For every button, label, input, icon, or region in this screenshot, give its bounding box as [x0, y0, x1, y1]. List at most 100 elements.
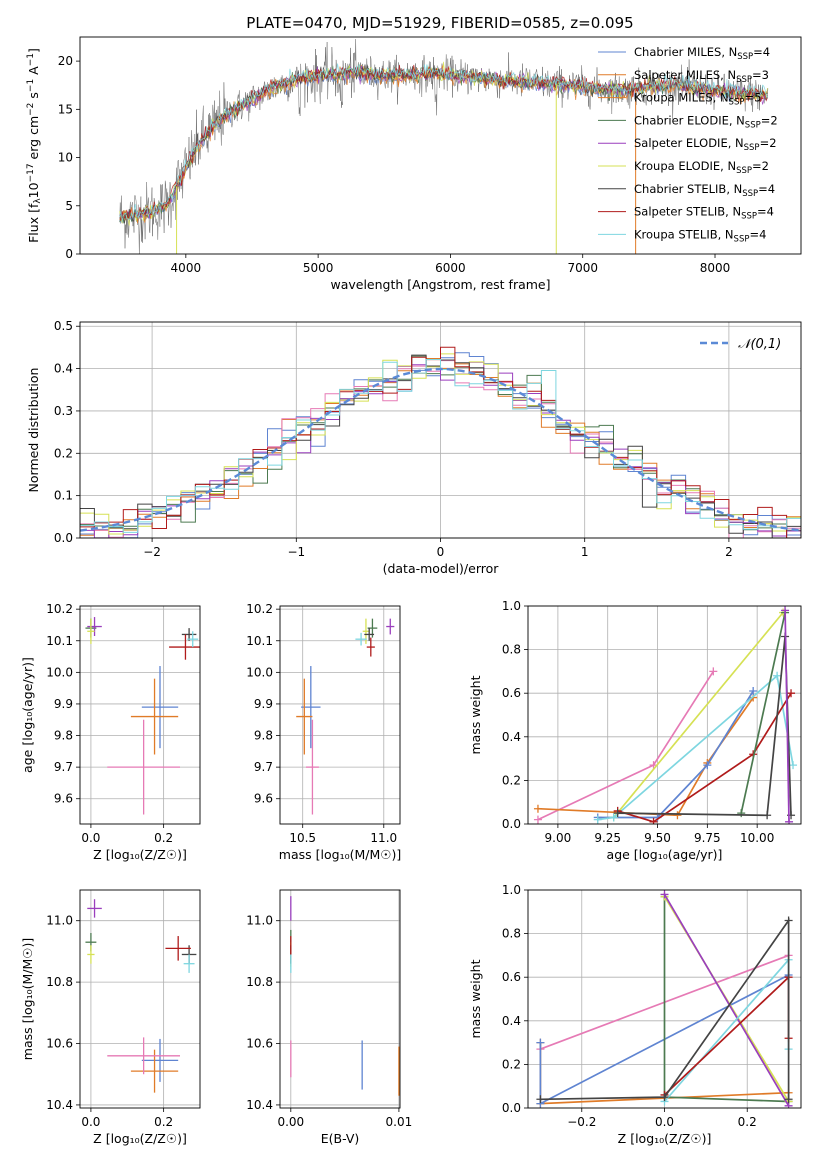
- y-tick-label: 10.4: [246, 1098, 273, 1112]
- model-line-8: [119, 63, 768, 222]
- y-tick-label: 9.6: [54, 792, 73, 806]
- y-tick-label: 10.4: [46, 1098, 73, 1112]
- y-tick-label: 1.0: [502, 599, 521, 613]
- y-tick-label: 10.0: [46, 665, 73, 679]
- x-tick-label: 7000: [567, 261, 598, 275]
- y-tick-label: 11.0: [246, 914, 273, 928]
- plot-area-mass_vs_Z: [85, 899, 197, 1093]
- x-tick-label: 9.50: [644, 831, 671, 845]
- axes-frame: [79, 36, 802, 255]
- data-point-6: [364, 628, 375, 641]
- weight-line-8: [540, 917, 790, 1101]
- data-point-2: [107, 719, 180, 815]
- data-point-8: [183, 954, 195, 973]
- y-tick-label: 0.3: [54, 404, 73, 418]
- axes-mass_weight_vs_age: 9.00 9.25 9.50 9.75 10.00 0.0 0.2 0.4 0.6 0.8 1.0 a…: [468, 599, 802, 862]
- x-tick-label: −0.2: [567, 1115, 596, 1129]
- weight-marker: [593, 815, 602, 824]
- x-tick-label: 6000: [435, 261, 466, 275]
- x-tick-label: 0.0: [81, 1115, 100, 1129]
- plot-area-age_vs_Z: [85, 617, 200, 815]
- legend-entry-7: Salpeter STELIB, NSSP=4: [634, 205, 774, 222]
- weight-line-2: [597, 690, 754, 819]
- y-tick-label: 9.8: [54, 729, 73, 743]
- plot-area-spectrum: [119, 39, 769, 254]
- data-point-4: [386, 618, 395, 635]
- axes-residuals: −2 −1 0 1 2 0.0 0.1 0.2 0.3 0.4 0.5 (data-model)/er…: [26, 319, 802, 576]
- y-tick-label: 9.7: [54, 760, 73, 774]
- y-tick-label: 0.4: [502, 730, 521, 744]
- weight-marker: [613, 809, 622, 818]
- weight-marker: [660, 1093, 669, 1102]
- weight-marker: [673, 811, 682, 820]
- x-tick-label: 4000: [171, 261, 202, 275]
- legend-entry-gaussian: 𝒩(0,1): [738, 337, 781, 352]
- x-axis-label: Z [log₁₀(Z/Z☉)]: [93, 847, 187, 862]
- y-tick-label: 0.8: [502, 643, 521, 657]
- x-tick-label: 0.2: [154, 831, 173, 845]
- legend-entry-6: Chabrier STELIB, NSSP=4: [634, 182, 775, 199]
- x-tick-label: −2: [143, 545, 161, 559]
- y-tick-label: 15: [58, 102, 73, 116]
- y-tick-label: 10.0: [246, 665, 273, 679]
- y-axis-label: mass weight: [468, 959, 483, 1038]
- x-tick-label: 8000: [700, 261, 731, 275]
- y-axis-label: Normed distribution: [26, 368, 41, 493]
- plot-area-mass_weight_vs_age: [533, 606, 798, 824]
- y-tick-label: 10: [58, 151, 73, 165]
- y-tick-label: 9.7: [254, 760, 273, 774]
- weight-marker: [784, 1095, 793, 1104]
- x-tick-label: 5000: [303, 261, 334, 275]
- data-point-5: [362, 618, 370, 644]
- y-tick-label: 0.4: [502, 1014, 521, 1028]
- y-tick-label: 0.8: [502, 927, 521, 941]
- y-tick-label: 10.6: [246, 1037, 273, 1051]
- weight-line-7: [617, 636, 792, 817]
- x-tick-label: 0.2: [154, 1115, 173, 1129]
- axes-age_vs_Z: 0.0 0.2 9.6 9.7 9.8 9.9 10.0 10.1 10.2 Z [log₁₀(Z…: [20, 602, 201, 862]
- x-tick-label: 0.01: [386, 1115, 413, 1129]
- y-tick-label: 11.0: [46, 914, 73, 928]
- weight-marker: [785, 817, 794, 824]
- data-point-1: [296, 678, 313, 755]
- x-tick-label: 10.5: [289, 831, 316, 845]
- y-tick-label: 1.0: [502, 883, 521, 897]
- axes-frame: [527, 605, 802, 825]
- y-tick-label: 0.0: [502, 817, 521, 831]
- x-tick-label: 2: [725, 545, 733, 559]
- weight-marker: [789, 761, 798, 770]
- y-tick-label: 0: [65, 247, 73, 261]
- x-axis-label: mass [log₁₀(M/M☉)]: [279, 847, 401, 862]
- x-tick-label: 0.0: [655, 1115, 674, 1129]
- legend-entry-1: Salpeter MILES, NSSP=3: [634, 68, 769, 85]
- y-axis-label: age [log₁₀(age/yr)]: [20, 657, 35, 773]
- weight-line-5: [617, 692, 792, 823]
- legend: Chabrier MILES, NSSP=4 Salpeter MILES, NS…: [598, 45, 778, 244]
- weight-marker: [749, 687, 758, 696]
- data-point-7: [366, 637, 375, 657]
- weight-marker: [533, 804, 542, 813]
- axes-mass_vs_EBV: 0.00 0.01 10.4 10.6 10.8 11.0 E(B-V): [246, 889, 413, 1146]
- weight-line-3: [613, 611, 784, 819]
- y-tick-label: 10.8: [46, 975, 73, 989]
- y-tick-label: 0.2: [54, 446, 73, 460]
- legend-entry-0: Chabrier MILES, NSSP=4: [634, 45, 770, 62]
- x-tick-label: 9.25: [594, 831, 621, 845]
- weight-line-6: [663, 957, 790, 1103]
- y-axis-label: mass [log₁₀(M/M☉)]: [20, 938, 35, 1060]
- x-axis-label: (data-model)/error: [383, 561, 500, 576]
- y-tick-label: 9.6: [254, 792, 273, 806]
- weight-marker: [609, 813, 618, 822]
- weight-line-6: [740, 612, 786, 814]
- axes-frame: [79, 889, 201, 1109]
- weight-marker: [787, 689, 796, 698]
- weight-marker: [649, 817, 658, 824]
- y-tick-label: 0.0: [54, 531, 73, 545]
- legend-entry-5: Kroupa ELODIE, NSSP=2: [634, 159, 769, 176]
- x-tick-label: 0.2: [738, 1115, 757, 1129]
- y-tick-label: 20: [58, 54, 73, 68]
- axes-age_vs_mass: 10.5 11.0 9.6 9.7 9.8 9.9 10.0 10.1 10.2 mass [lo…: [246, 602, 401, 862]
- x-tick-label: 0.00: [277, 1115, 304, 1129]
- axes-frame: [79, 605, 201, 825]
- weight-marker: [781, 606, 790, 615]
